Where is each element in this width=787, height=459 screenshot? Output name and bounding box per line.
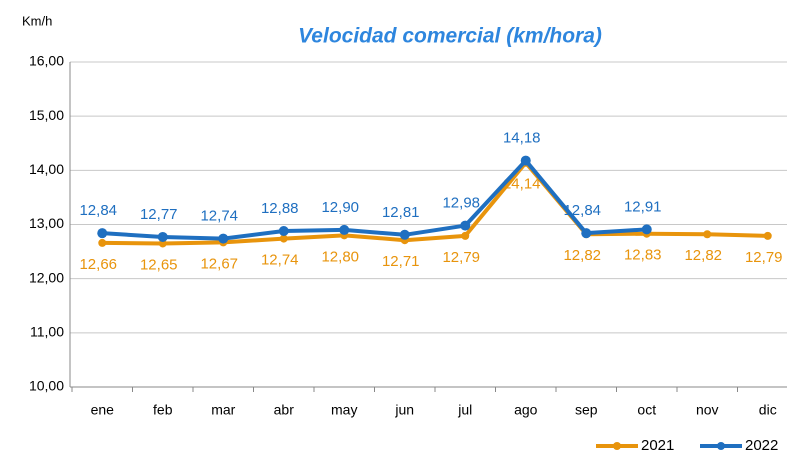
x-tick-label: jun	[394, 402, 414, 418]
data-label: 12,80	[321, 248, 359, 265]
data-label: 12,65	[140, 256, 178, 273]
data-point	[157, 231, 168, 242]
x-tick-label: dic	[759, 402, 777, 418]
data-label: 12,74	[200, 208, 238, 225]
data-point	[279, 234, 288, 243]
x-tick-label: sep	[575, 402, 598, 418]
data-point	[218, 233, 229, 244]
data-label: 12,82	[563, 247, 601, 264]
x-tick-label: ago	[514, 402, 538, 418]
data-point	[763, 231, 772, 240]
data-point	[278, 226, 289, 236]
x-tick-label: jul	[457, 402, 472, 418]
data-label: 12,90	[321, 199, 359, 216]
data-label: 12,91	[624, 198, 662, 215]
series-line	[102, 160, 768, 246]
x-tick-label: ene	[91, 402, 115, 418]
data-label: 12,66	[79, 256, 117, 273]
data-label: 14,18	[503, 130, 541, 147]
data-label: 12,84	[563, 202, 601, 219]
legend-dot	[717, 442, 725, 450]
x-tick-label: nov	[696, 402, 719, 418]
data-point	[641, 224, 652, 235]
y-tick-label: 16,00	[29, 53, 64, 69]
y-tick-label: 15,00	[29, 107, 64, 123]
data-label: 12,83	[624, 247, 662, 264]
data-point	[339, 224, 350, 235]
data-point	[581, 228, 592, 239]
data-point	[98, 238, 107, 247]
legend-label: 2022	[745, 437, 778, 454]
legend-label: 2021	[641, 437, 674, 454]
data-point	[97, 228, 108, 239]
data-label: 12,79	[745, 249, 783, 266]
chart-title: Velocidad comercial (km/hora)	[298, 25, 602, 48]
data-label: 12,71	[382, 253, 420, 270]
x-tick-label: feb	[153, 402, 173, 418]
x-tick-label: oct	[637, 402, 656, 418]
data-point	[461, 231, 470, 240]
data-label: 14,14	[503, 176, 541, 193]
data-label: 12,82	[684, 247, 722, 264]
data-label: 12,84	[79, 202, 117, 219]
y-tick-label: 12,00	[29, 269, 64, 285]
data-label: 12,79	[442, 249, 480, 266]
data-label: 12,81	[382, 204, 420, 221]
data-label: 12,67	[200, 255, 238, 272]
y-tick-label: 11,00	[30, 324, 64, 340]
x-tick-label: may	[331, 402, 357, 418]
y-tick-label: 10,00	[29, 378, 64, 394]
y-tick-label: 13,00	[29, 215, 64, 231]
y-tick-label: 14,00	[29, 161, 64, 177]
data-label: 12,98	[442, 195, 480, 212]
data-label: 12,74	[261, 252, 299, 269]
x-tick-label: abr	[274, 402, 295, 418]
data-point	[520, 155, 531, 166]
legend-dot	[613, 442, 621, 450]
x-tick-label: mar	[211, 402, 235, 418]
data-point	[703, 230, 712, 239]
data-label: 12,88	[261, 200, 299, 217]
series-line	[102, 158, 647, 241]
data-point	[460, 220, 471, 231]
y-axis-label: Km/h	[22, 13, 52, 28]
data-point	[399, 229, 410, 240]
data-label: 12,77	[140, 206, 178, 223]
